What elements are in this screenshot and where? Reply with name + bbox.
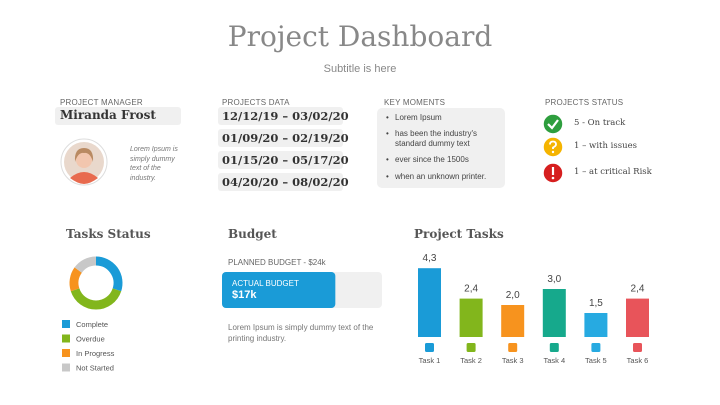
donut-segment — [69, 267, 83, 292]
bullet: • — [386, 113, 389, 122]
value-label: 3,0 — [547, 274, 561, 285]
date-range: 04/20/20 – 08/02/20 — [222, 175, 349, 189]
range-box — [218, 173, 343, 191]
section-label: PROJECTS DATA — [222, 98, 290, 107]
actual-label: ACTUAL BUDGET — [232, 279, 299, 288]
bullet: • — [386, 129, 389, 138]
actual-value: $17k — [232, 289, 257, 301]
range-box — [218, 151, 343, 169]
x-tick-label: Task 1 — [419, 356, 441, 365]
value-label: 2,4 — [631, 284, 645, 295]
legend-swatch — [62, 320, 70, 328]
bar — [501, 305, 525, 337]
donut-segment — [95, 256, 123, 292]
category-swatch — [549, 343, 559, 352]
legend-label: In Progress — [76, 349, 115, 358]
value-label: 2,0 — [506, 290, 520, 301]
value-label: 2,4 — [464, 284, 478, 295]
status-icon — [542, 162, 564, 184]
category-swatch — [633, 343, 642, 352]
budget-title: Budget — [228, 227, 277, 241]
x-tick-label: Task 3 — [502, 356, 524, 365]
status-icon — [542, 136, 564, 158]
moment: has been the industry's standard dummy t… — [395, 129, 478, 148]
moments-box — [377, 108, 505, 188]
donut-segment — [70, 288, 122, 310]
value-label: 4,3 — [423, 253, 437, 264]
bar — [418, 268, 441, 337]
manager-name: Miranda Frost — [60, 108, 156, 122]
x-tick-label: Task 4 — [543, 356, 565, 365]
status-text: 1 – with issues — [574, 141, 637, 151]
range-box — [218, 107, 343, 125]
donut-segment — [74, 256, 97, 273]
x-tick-label: Task 5 — [585, 356, 607, 365]
chart-title: Tasks Status — [66, 227, 151, 241]
legend-swatch — [62, 363, 70, 372]
date-range: 12/12/19 – 03/02/20 — [222, 109, 349, 123]
budget-note: Lorem Ipsum is simply dummy text of the … — [228, 323, 374, 343]
status-icon — [542, 113, 564, 135]
moment: ever since the 1500s — [395, 155, 469, 164]
bar — [626, 298, 649, 337]
bullet: • — [386, 155, 389, 164]
bar — [542, 289, 566, 337]
legend-label: Not Started — [76, 364, 114, 373]
bar — [584, 313, 608, 337]
bullet: • — [386, 172, 389, 181]
date-range: 01/15/20 – 05/17/20 — [222, 153, 349, 167]
avatar — [60, 138, 108, 186]
moment: when an unknown printer. — [395, 172, 487, 181]
legend-label: Overdue — [76, 335, 105, 344]
title: Project Dashboard — [227, 20, 493, 53]
moment: Lorem Ipsum — [395, 113, 442, 122]
section-label: PROJECTS STATUS — [545, 98, 624, 107]
value-label: 1,5 — [589, 298, 603, 309]
category-swatch — [425, 343, 434, 352]
status-text: 1 – at critical Risk — [574, 167, 652, 177]
x-tick-label: Task 6 — [627, 356, 649, 365]
planned-label: PLANNED BUDGET - — [228, 258, 307, 267]
bar — [459, 298, 483, 337]
manager-bio: Lorem Ipsum is simply dummy text of the … — [130, 146, 178, 182]
category-swatch — [508, 343, 518, 352]
section-label: PROJECT MANAGER — [60, 98, 143, 107]
legend-swatch — [62, 334, 70, 343]
name-box — [55, 107, 181, 125]
legend-swatch — [62, 349, 70, 357]
planned-budget: PLANNED BUDGET - $24k — [228, 258, 326, 267]
actual-bar — [222, 272, 336, 308]
range-box — [218, 129, 343, 147]
subtitle: Subtitle is here — [323, 63, 397, 75]
status-text: 5 - On track — [574, 118, 626, 128]
date-range: 01/09/20 – 02/19/20 — [222, 131, 349, 145]
x-tick-label: Task 2 — [460, 356, 482, 365]
legend-label: Complete — [76, 320, 108, 329]
planned-value: $24k — [308, 258, 326, 267]
category-swatch — [591, 343, 601, 352]
category-swatch — [466, 343, 476, 352]
chart-title: Project Tasks — [414, 227, 504, 241]
section-label: KEY MOMENTS — [384, 98, 446, 107]
